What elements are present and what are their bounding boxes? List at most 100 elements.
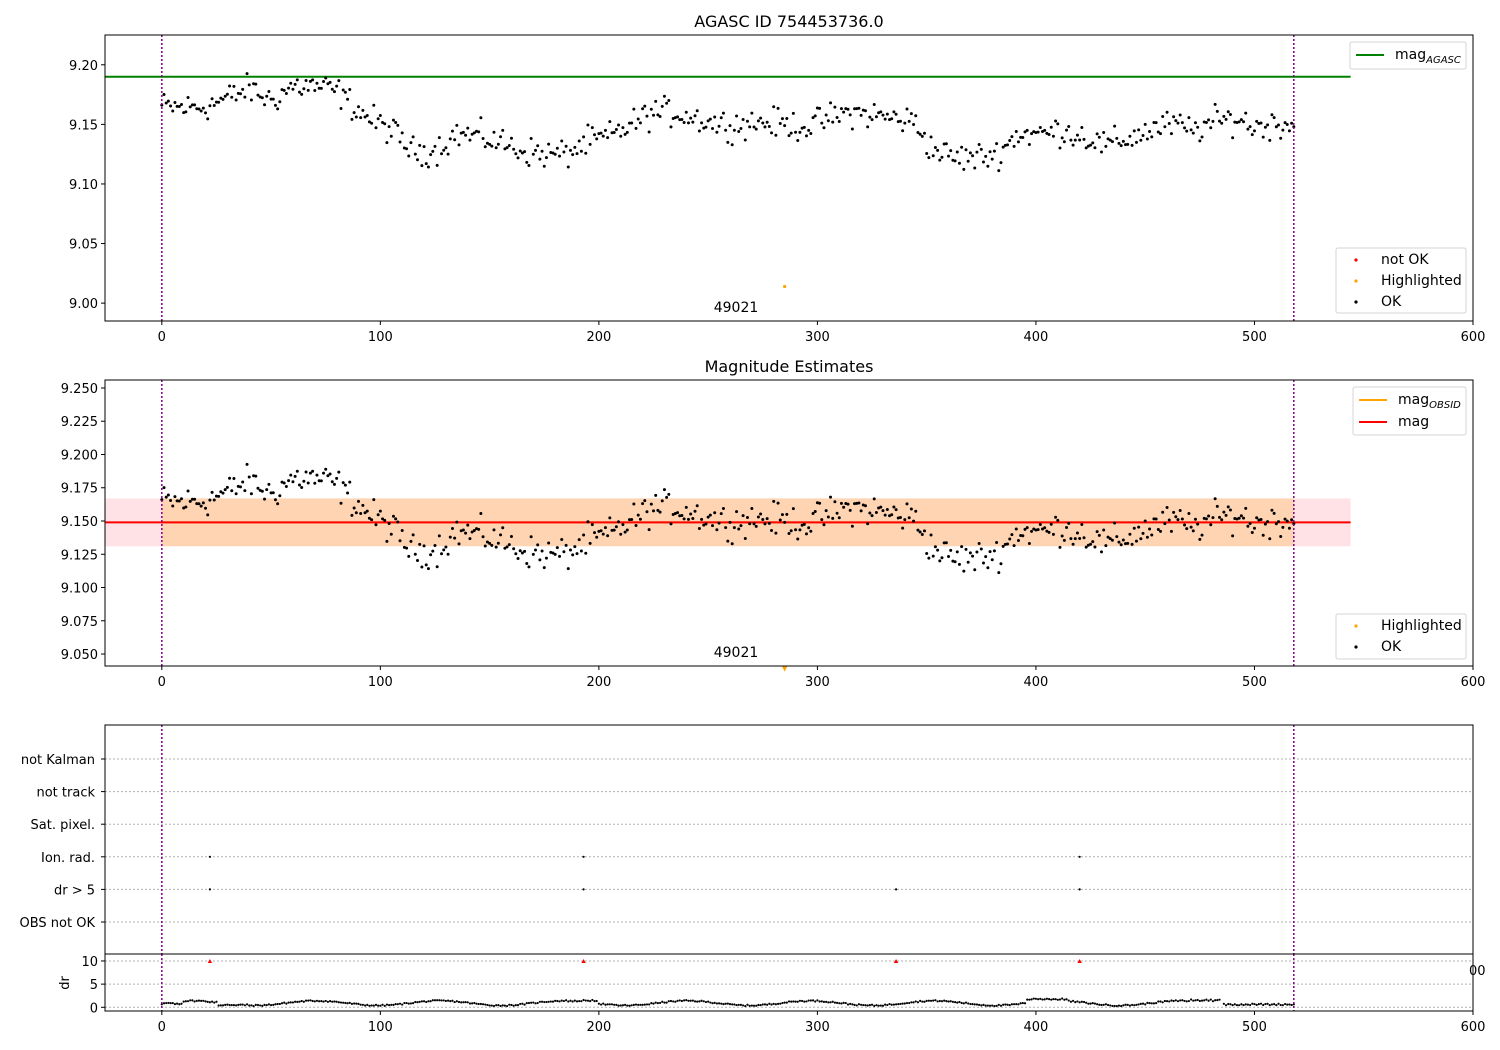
ok-point [247,475,251,479]
dr-point [289,1001,292,1004]
ok-point [1012,144,1016,148]
ok-point [794,130,798,134]
ok-point [300,92,304,96]
legend-label-mag-obsid: magOBSID [1398,392,1461,411]
dr-point [897,1003,900,1006]
dr-point [1135,1003,1138,1006]
ok-point [1287,129,1291,133]
dr-point [1080,1000,1083,1003]
ok-point [846,107,850,111]
dr-point [750,1004,753,1007]
ok-point [195,107,199,111]
ok-point [627,518,631,522]
dr-point [975,1003,979,1006]
ok-point [1228,508,1232,512]
dr-point [1270,1003,1274,1006]
ok-point [898,515,902,519]
ok-point [774,531,778,535]
ok-point [1097,533,1101,537]
dr-point [1054,998,1057,1001]
ok-point [232,477,236,481]
dr-point [350,1002,354,1005]
ok-point [363,115,367,119]
x-tick-label: 100 [368,1020,393,1035]
ok-point [1049,125,1053,129]
dr-point [707,1000,710,1003]
dr-point [442,999,445,1002]
ok-point [426,567,430,571]
ok-point [297,483,301,487]
dr-point [1231,1004,1234,1007]
dr-point [505,1004,509,1008]
ok-point [488,142,492,146]
ok-point [1255,516,1259,520]
dr-point [1126,1003,1129,1006]
ok-point [547,541,551,545]
dr-point [781,1001,784,1005]
dr-clipped-marker [207,958,213,963]
ok-point [813,114,817,118]
x-tick-label: 300 [805,1020,830,1035]
dr-point [1006,1003,1009,1006]
ok-point [1261,135,1265,139]
ok-point [1010,533,1014,537]
dr-point [287,1001,290,1004]
ok-point [907,516,911,520]
ok-point [997,571,1001,575]
dr-point [1137,1003,1140,1006]
x-tick-label: 200 [586,1020,611,1035]
dr-point [687,999,690,1002]
ok-point [1150,135,1154,139]
x-tick-label: 100 [368,675,393,690]
dr-point [460,1001,463,1004]
dr-point [530,1001,533,1004]
ok-point [1060,534,1064,538]
ok-point [962,167,966,171]
ok-point [745,516,749,520]
ok-point [971,554,975,558]
dr-point [951,1000,954,1003]
dr-point [733,1003,736,1006]
ok-point [221,491,225,495]
ok-point [313,481,317,485]
ok-point [387,522,391,526]
dr-point [1056,998,1059,1001]
x-tick-label: 500 [1242,1020,1267,1035]
ok-point [1080,522,1084,526]
ok-point [933,545,937,549]
dr-point [1030,998,1033,1001]
ok-point [636,117,640,121]
ok-point [634,523,638,527]
dr-point [549,1000,552,1003]
ok-point [783,124,787,128]
dr-point [1087,1002,1090,1005]
dr-point [1124,1003,1127,1006]
ok-point [544,156,548,160]
agasc-x-ticks: 0 100 200 300 400 500 600 [158,321,1485,345]
ok-point [717,124,721,128]
ok-point [820,121,824,125]
ok-point [1211,516,1215,520]
ok-point [267,90,271,94]
ok-point [654,493,658,497]
ok-point [1091,141,1095,145]
ok-point [553,552,557,556]
ok-point [595,137,599,141]
dr-clipped-markers [207,958,1082,963]
dr-point [757,1003,760,1007]
dr-point [1133,1004,1136,1007]
dr-point [1089,1002,1092,1005]
ok-point [407,554,411,558]
ok-point [204,111,208,115]
dr-point [543,1000,546,1004]
ok-point [472,131,476,135]
ok-point [1246,524,1250,528]
ok-point [770,131,774,135]
ok-point [289,81,293,85]
ok-point [735,114,739,118]
dr-point [322,1000,325,1003]
ok-point [1132,526,1136,530]
ok-point [898,119,902,123]
dr-point [536,1001,539,1005]
dr-point [1192,999,1195,1002]
